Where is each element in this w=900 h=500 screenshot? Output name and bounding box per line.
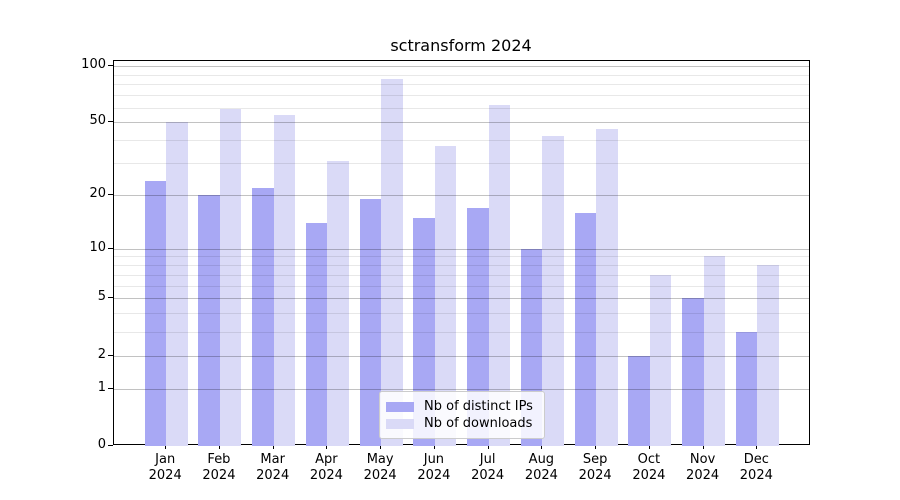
bars-layer	[114, 61, 810, 446]
legend-swatch-downloads	[386, 418, 414, 429]
bar-distinct-ips-feb	[198, 195, 220, 446]
legend-item-distinct-ips: Nb of distinct IPs	[386, 398, 536, 415]
y-tick-0	[108, 445, 113, 446]
legend-label-distinct-ips: Nb of distinct IPs	[424, 399, 533, 414]
bar-downloads-jul	[488, 104, 511, 446]
bar-distinct-ips-sep	[574, 212, 597, 446]
y-tick-100	[108, 64, 113, 66]
bar-distinct-ips-dec	[735, 331, 758, 446]
x-tick-nov	[702, 445, 704, 449]
x-tick-label-jul: Jul 2024	[471, 452, 505, 483]
x-tick-label-nov: Nov 2024	[686, 452, 720, 483]
bar-distinct-ips-may	[359, 199, 382, 446]
x-tick-label-apr: Apr 2024	[309, 452, 343, 483]
bar-downloads-sep	[596, 128, 618, 446]
x-tick-label-sep: Sep 2024	[578, 452, 612, 483]
bar-downloads-aug	[542, 136, 564, 446]
x-tick-jul	[487, 445, 489, 449]
x-tick-dec	[756, 445, 758, 449]
bar-downloads-mar	[273, 114, 296, 446]
legend: Nb of distinct IPs Nb of downloads	[379, 391, 545, 439]
x-tick-aug	[541, 445, 543, 449]
x-tick-label-jan: Jan 2024	[148, 452, 182, 483]
x-tick-apr	[326, 445, 328, 449]
bar-downloads-nov	[703, 256, 726, 446]
x-tick-label-feb: Feb 2024	[202, 452, 236, 483]
y-tick-label-10: 10	[89, 239, 106, 255]
legend-label-downloads: Nb of downloads	[424, 416, 533, 431]
y-tick-label-1: 1	[97, 379, 106, 395]
legend-item-downloads: Nb of downloads	[386, 415, 536, 432]
bar-distinct-ips-jul	[467, 208, 489, 446]
plot-area	[112, 60, 810, 446]
y-tick-1	[108, 387, 113, 389]
x-tick-label-mar: Mar 2024	[256, 452, 290, 483]
x-tick-sep	[595, 445, 597, 449]
x-tick-oct	[648, 445, 650, 449]
bar-distinct-ips-mar	[252, 187, 274, 446]
x-tick-label-dec: Dec 2024	[739, 452, 773, 483]
y-tick-20	[108, 194, 113, 196]
chart-title: sctransform 2024	[390, 36, 532, 55]
y-tick-label-2: 2	[97, 346, 106, 362]
y-tick-50	[108, 121, 113, 123]
x-tick-jun	[433, 445, 435, 449]
y-tick-label-100: 100	[81, 56, 106, 72]
y-tick-label-20: 20	[89, 186, 106, 202]
x-tick-jan	[165, 445, 167, 449]
bar-downloads-jun	[434, 146, 457, 446]
x-tick-label-oct: Oct 2024	[632, 452, 666, 483]
x-tick-feb	[218, 445, 220, 449]
bar-distinct-ips-oct	[628, 355, 650, 446]
x-tick-may	[380, 445, 382, 449]
bar-distinct-ips-apr	[305, 223, 328, 446]
bar-downloads-apr	[327, 160, 349, 446]
bar-downloads-dec	[757, 265, 779, 446]
bar-distinct-ips-nov	[682, 298, 704, 446]
bar-downloads-feb	[219, 108, 242, 446]
y-tick-label-50: 50	[89, 113, 106, 129]
y-tick-label-5: 5	[97, 289, 106, 305]
bar-downloads-oct	[649, 274, 672, 446]
y-tick-label-0: 0	[97, 437, 106, 452]
legend-swatch-distinct-ips	[386, 401, 414, 412]
bar-distinct-ips-jan	[144, 180, 167, 446]
x-tick-label-jun: Jun 2024	[417, 452, 451, 483]
x-tick-label-aug: Aug 2024	[524, 452, 558, 483]
bar-downloads-jan	[166, 122, 188, 446]
y-tick-2	[108, 354, 113, 356]
y-tick-10	[108, 247, 113, 249]
bar-downloads-may	[381, 79, 403, 446]
x-tick-mar	[272, 445, 274, 449]
bar-distinct-ips-jun	[413, 217, 435, 446]
x-tick-label-may: May 2024	[363, 452, 397, 483]
y-tick-5	[108, 297, 113, 299]
